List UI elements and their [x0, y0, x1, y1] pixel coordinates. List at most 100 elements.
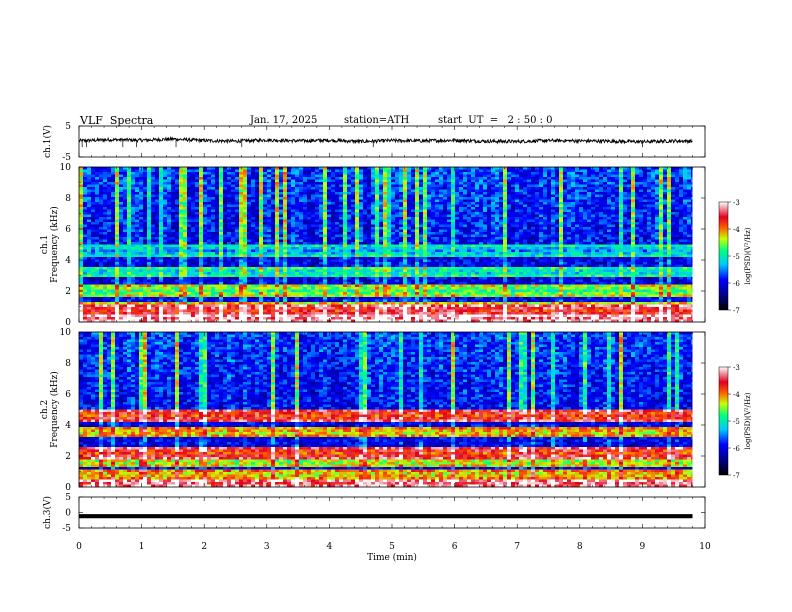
ch1-spec-cell [595, 224, 600, 228]
ch1-spec-cell [643, 177, 648, 180]
ch1-spec-cell [423, 172, 428, 175]
ch1-spec-cell [435, 232, 440, 235]
ch1-spec-cell [147, 229, 152, 233]
ch1-spec-cell [627, 172, 632, 175]
ch1-spec-cell [559, 214, 564, 218]
ch1-spec-cell [559, 172, 564, 175]
ch1-spec-cell [619, 242, 624, 245]
ch1-spec-cell [203, 239, 208, 243]
ch1-spec-cell [435, 197, 440, 200]
ch1-spec-cell [667, 179, 672, 183]
ch1-spec-cell [287, 217, 292, 220]
ch1-spec-cell [467, 232, 472, 235]
ch1-spec-cell [379, 222, 384, 225]
ch1-spec-cell [439, 179, 444, 183]
ch1-spec-cell [187, 197, 192, 200]
ch1-spec-cell [595, 212, 600, 215]
ch1-spec-cell [195, 167, 200, 170]
ch1-spec-cell [331, 192, 336, 195]
ch1-spec-cell [87, 174, 92, 178]
ch1-spec-cell [159, 222, 164, 225]
ch1-spec-cell [167, 214, 172, 218]
ch1-spec-cell [559, 237, 564, 240]
ch1-spec-cell [563, 202, 568, 205]
ch1-spec-cell [411, 194, 416, 198]
ch1-spec-cell [387, 204, 392, 208]
ch1-spec-cell [155, 204, 160, 208]
ch1-spec-cell [587, 187, 592, 190]
ch1-spec-cell [515, 179, 520, 183]
ch1-spec-cell [591, 209, 596, 213]
ch1-spec-cell [331, 212, 336, 215]
ch1-spec-cell [619, 224, 624, 228]
ch1-spec-cell [299, 242, 304, 245]
ch1-spec-cell [347, 219, 352, 223]
ch1-spec-cell [543, 194, 548, 198]
ch1-spec-cell [563, 179, 568, 183]
ch1-spec-cell [447, 239, 452, 243]
ch1-spec-cell [403, 197, 408, 200]
ch1-spec-cell [379, 179, 384, 183]
ch1-spec-cell [371, 232, 376, 235]
ch1-spec-cell [395, 167, 400, 170]
ch1-spec-cell [571, 192, 576, 195]
ch1-spec-cell [239, 212, 244, 215]
ch1-spec-cell [211, 194, 216, 198]
ch1-spec-cell [435, 177, 440, 180]
ch1-spec-cell [147, 237, 152, 240]
ch1-spec-cell [587, 167, 592, 170]
ch1-spec-cell [395, 172, 400, 175]
ch1-spec-cell [495, 182, 500, 185]
ch1-spec-cell [679, 197, 684, 200]
ch1-spec-cell [535, 234, 540, 238]
ch1-spec-cell [291, 229, 296, 233]
ch1-spec-cell [619, 232, 624, 235]
ch1-spec-cell [431, 212, 436, 215]
ch1-spec-cell [447, 227, 452, 230]
ch1-spec-cell [451, 209, 456, 213]
ch1-spec-cell [499, 177, 504, 180]
ch1-spec-cell [171, 169, 176, 173]
ch1-spec-cell [99, 199, 104, 203]
ch1-spec-cell [251, 244, 256, 248]
ch1-spec-cell [419, 199, 424, 203]
ch1-spec-cell [315, 212, 320, 215]
ch1-spec-cell [171, 212, 176, 215]
ch1-spec-cell [427, 197, 432, 200]
ch1-spec-cell [343, 174, 348, 178]
ch1-spec-cell [295, 177, 300, 180]
ch1-spec-cell [339, 177, 344, 180]
ch1-spec-cell [331, 187, 336, 190]
ch1-spec-cell [307, 212, 312, 215]
ch1-spec-cell [327, 242, 332, 245]
ch1-spec-cell [487, 177, 492, 180]
ch1-spec-cell [443, 209, 448, 213]
ch1-spec-cell [631, 214, 636, 218]
ch1-spec-cell [559, 217, 564, 220]
ch1-spec-cell [279, 182, 284, 185]
ch1-spec-cell [255, 182, 260, 185]
ch1-spec-cell [459, 212, 464, 215]
ch1-spec-cell [223, 182, 228, 185]
ch1-spec-cell [467, 197, 472, 200]
ch1-spec-cell [491, 204, 496, 208]
ch1-spec-cell [483, 232, 488, 235]
ch1-spec-cell [519, 207, 524, 210]
ch1-spec-cell [95, 199, 100, 203]
ch1-spec-cell [487, 229, 492, 233]
ch1-spec-cell [539, 202, 544, 205]
ch1-spec-cell [475, 222, 480, 225]
ch1-spec-cell [203, 227, 208, 230]
ch1-spec-cell [487, 174, 492, 178]
ch1-spec-cell [479, 227, 484, 230]
ch1-spec-cell [531, 182, 536, 185]
ch1-spec-cell [87, 192, 92, 195]
ch1-spec-cell [599, 189, 604, 193]
ch1-spec-cell [455, 237, 460, 240]
ch1-spec-cell [463, 169, 468, 173]
ch1-spec-cell [87, 179, 92, 183]
ch1-spec-cell [311, 179, 316, 183]
ch1-spec-cell [219, 187, 224, 190]
ch1-spec-cell [459, 217, 464, 220]
ch1-spec-cell [107, 219, 112, 223]
